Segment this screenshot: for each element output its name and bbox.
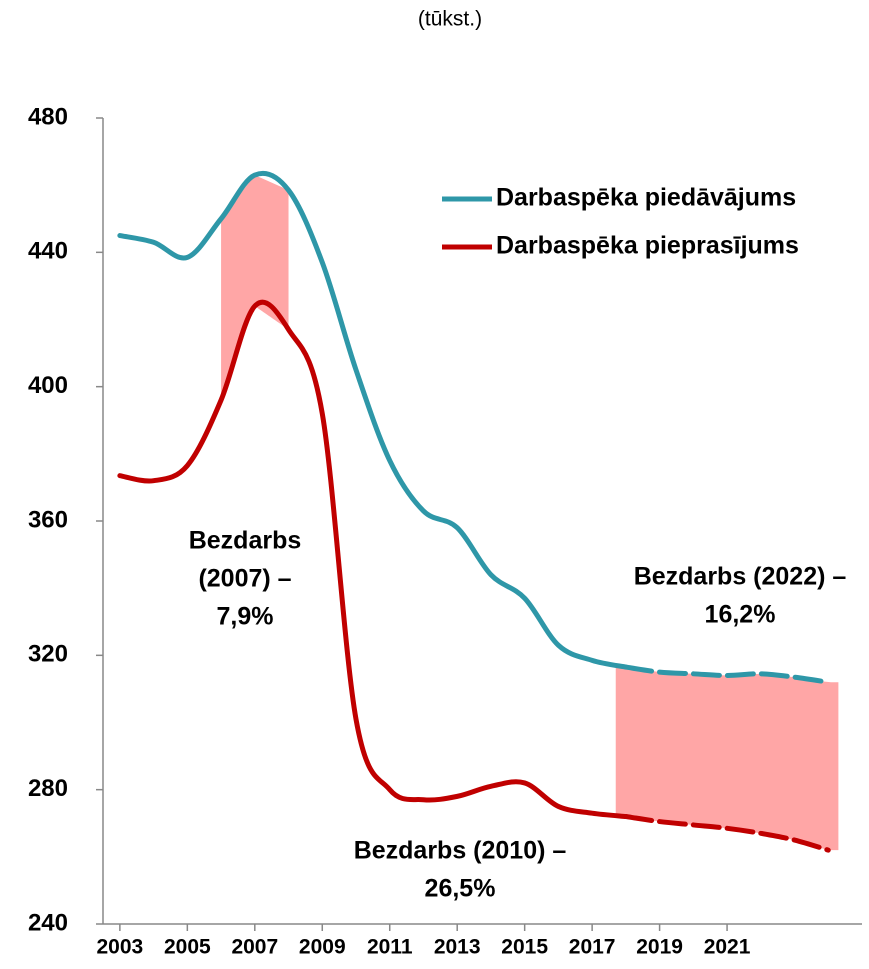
x-tick-label: 2005: [164, 936, 211, 959]
x-tick-label: 2009: [299, 936, 346, 959]
x-tick-label: 2013: [434, 936, 481, 959]
y-tick-label: 320: [28, 641, 68, 668]
annotation: 16,2%: [705, 601, 776, 629]
y-tick-label: 400: [28, 372, 68, 399]
annotation: 26,5%: [425, 875, 496, 903]
series-line: [623, 814, 831, 853]
shaded-range: [615, 665, 839, 851]
annotation: 7,9%: [217, 603, 274, 631]
legend-label: Darbaspēka pieprasījums: [496, 232, 799, 260]
series-line: [117, 170, 629, 670]
legend-label: Darbaspēka piedāvājums: [496, 184, 796, 212]
annotation: Bezdarbs (2010) –: [354, 837, 567, 865]
x-tick-label: 2019: [636, 936, 683, 959]
annotation: (2007) –: [198, 565, 291, 593]
y-tick-label: 280: [28, 775, 68, 802]
x-tick-label: 2003: [97, 936, 144, 959]
x-tick-label: 2011: [367, 936, 413, 959]
series-line: [623, 664, 831, 685]
y-tick-label: 240: [28, 909, 68, 936]
y-tick-label: 440: [28, 238, 68, 265]
x-tick-label: 2017: [569, 936, 616, 959]
x-tick-label: 2021: [704, 936, 751, 959]
x-tick-label: 2007: [231, 936, 278, 959]
y-tick-label: 360: [28, 506, 68, 533]
chart-subtitle: (tūkst.): [418, 8, 482, 31]
annotation: Bezdarbs (2022) –: [634, 563, 847, 591]
series-line: [117, 299, 629, 820]
y-tick-label: 480: [28, 103, 68, 130]
annotation: Bezdarbs: [189, 527, 302, 555]
x-tick-label: 2015: [501, 936, 548, 959]
